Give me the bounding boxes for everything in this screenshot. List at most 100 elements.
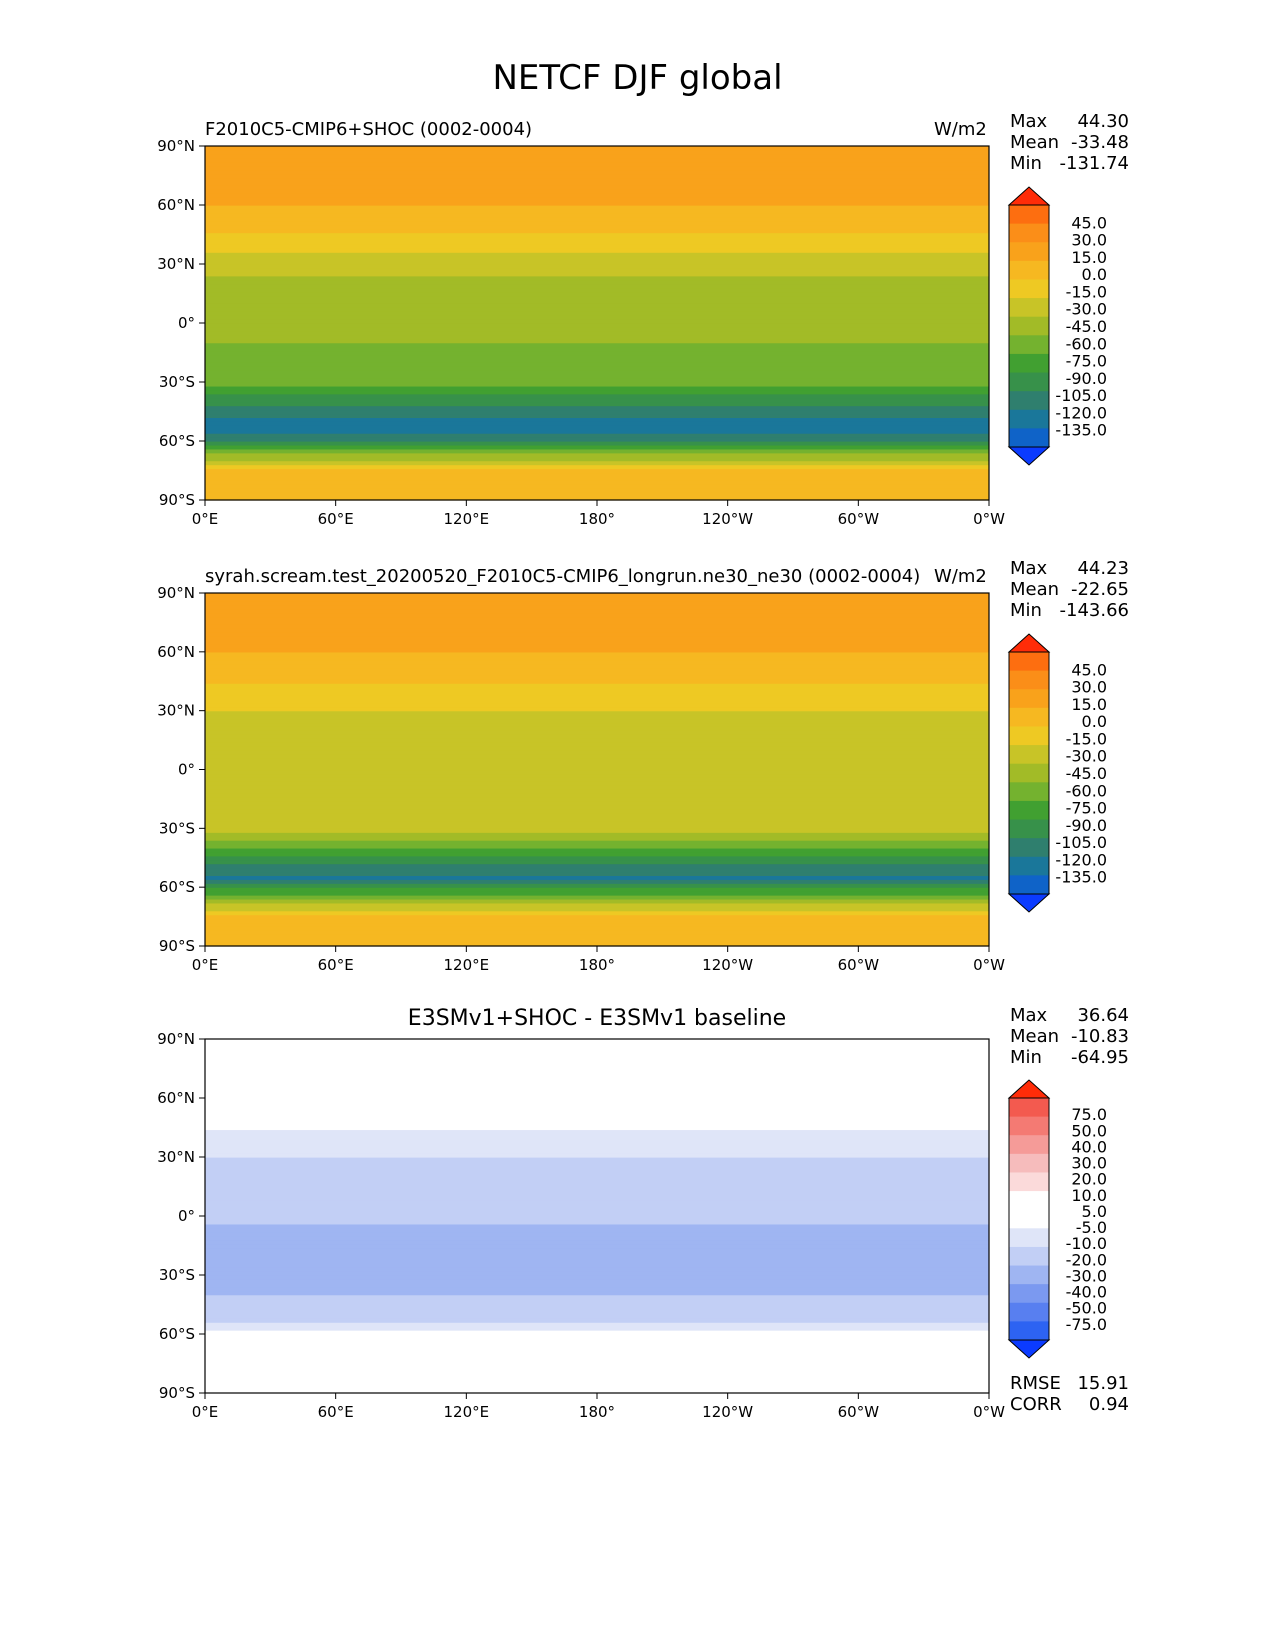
y-tick-label: 60°S (159, 432, 195, 450)
field-band (205, 1196, 989, 1201)
field-band (205, 165, 989, 171)
colorbar-level-label: -45.0 (1066, 764, 1107, 783)
field-band (205, 417, 989, 422)
y-tick-label: 90°S (159, 1384, 195, 1402)
colorbar-swatch (1009, 1246, 1049, 1267)
field-band (205, 1188, 989, 1193)
field-band (205, 816, 989, 822)
field-band (205, 1176, 989, 1182)
field-band (205, 1373, 989, 1378)
field-band (205, 647, 989, 653)
colorbar-swatch (1009, 391, 1049, 411)
x-tick-label: 120°E (444, 510, 490, 528)
panel3-min-value: -64.95 (1070, 1047, 1129, 1068)
field-band (205, 311, 989, 316)
y-tick-label: 30°N (157, 702, 195, 720)
y-tick-label: 90°N (157, 1030, 195, 1048)
colorbar-level-label: 30.0 (1071, 678, 1107, 697)
colorbar-level-label: -75.0 (1066, 1315, 1107, 1334)
field-band (205, 698, 989, 704)
field-band (205, 1172, 989, 1178)
field-band (205, 722, 989, 727)
field-band (205, 769, 989, 775)
panel2-mean-value: -22.65 (1070, 579, 1129, 600)
field-band (205, 1318, 989, 1323)
field-band (205, 1113, 989, 1119)
field-band (205, 1219, 989, 1225)
field-band (205, 604, 989, 610)
field-band (205, 745, 989, 751)
field-band (205, 1239, 989, 1245)
colorbar-swatch (1009, 1098, 1049, 1118)
field-band (205, 232, 989, 238)
field-band (205, 244, 989, 249)
colorbar-level-label: -30.0 (1066, 747, 1107, 766)
y-tick-label: 0° (178, 314, 195, 332)
colorbar-swatch (1009, 242, 1049, 262)
field-band (205, 887, 989, 892)
colorbar-level-label: 30.0 (1071, 1154, 1107, 1173)
field-band (205, 1223, 989, 1229)
field-band (205, 926, 989, 931)
field-band (205, 201, 989, 206)
colorbar-swatch (1009, 1172, 1049, 1192)
field-band (205, 1046, 989, 1052)
colorbar-level-label: 5.0 (1082, 1202, 1107, 1221)
colorbar-extend-top (1007, 633, 1051, 653)
field-band (205, 875, 989, 880)
field-band (205, 706, 989, 712)
field-band (205, 761, 989, 767)
x-tick-label: 120°W (702, 956, 753, 974)
colorbar-swatch (1009, 670, 1049, 690)
field-band (205, 240, 989, 245)
field-band (205, 738, 989, 743)
field-band (205, 295, 989, 300)
field-band (205, 906, 989, 912)
field-band (205, 596, 989, 602)
field-band (205, 922, 989, 927)
x-tick-label: 0°E (192, 510, 219, 528)
field-band (205, 859, 989, 865)
field-band (205, 326, 989, 332)
field-band (205, 1125, 989, 1131)
field-band (205, 1290, 989, 1296)
panel3-min-label: Min (1010, 1047, 1042, 1068)
colorbar-swatch (1009, 335, 1049, 355)
panel2-min-value: -143.66 (1059, 600, 1129, 621)
field-band (205, 675, 989, 680)
colorbar-swatch (1009, 707, 1049, 727)
x-tick-label: 120°W (702, 510, 753, 528)
y-tick-label: 60°S (159, 878, 195, 896)
field-band (205, 346, 989, 352)
colorbar-swatch (1009, 1135, 1049, 1155)
field-band (205, 895, 989, 900)
colorbar-swatch (1009, 1116, 1049, 1136)
field-band (205, 765, 989, 771)
field-band (205, 655, 989, 661)
field-band (205, 593, 989, 598)
x-tick-label: 60°E (318, 956, 354, 974)
field-band (205, 832, 989, 837)
panel3-max-label: Max (1010, 1005, 1048, 1026)
colorbar-swatch (1009, 428, 1049, 448)
field-band (205, 208, 989, 214)
figure-title: NETCF DJF global (492, 58, 783, 98)
field-band (205, 1263, 989, 1268)
colorbar-swatch (1009, 819, 1049, 839)
x-tick-label: 0°E (192, 1403, 219, 1421)
field-band (205, 730, 989, 735)
y-tick-label: 60°N (157, 196, 195, 214)
field-band (205, 624, 989, 629)
panel1-min-label: Min (1010, 153, 1042, 174)
field-band (205, 1282, 989, 1288)
field-band (205, 283, 989, 289)
colorbar-extend-top (1007, 1079, 1051, 1099)
colorbar-level-label: -120.0 (1055, 850, 1107, 869)
field-band (205, 734, 989, 739)
field-band (205, 879, 989, 884)
field-band (205, 1271, 989, 1276)
field-band (205, 628, 989, 633)
field-band (205, 401, 989, 407)
field-band (205, 636, 989, 641)
field-band (205, 1389, 989, 1394)
